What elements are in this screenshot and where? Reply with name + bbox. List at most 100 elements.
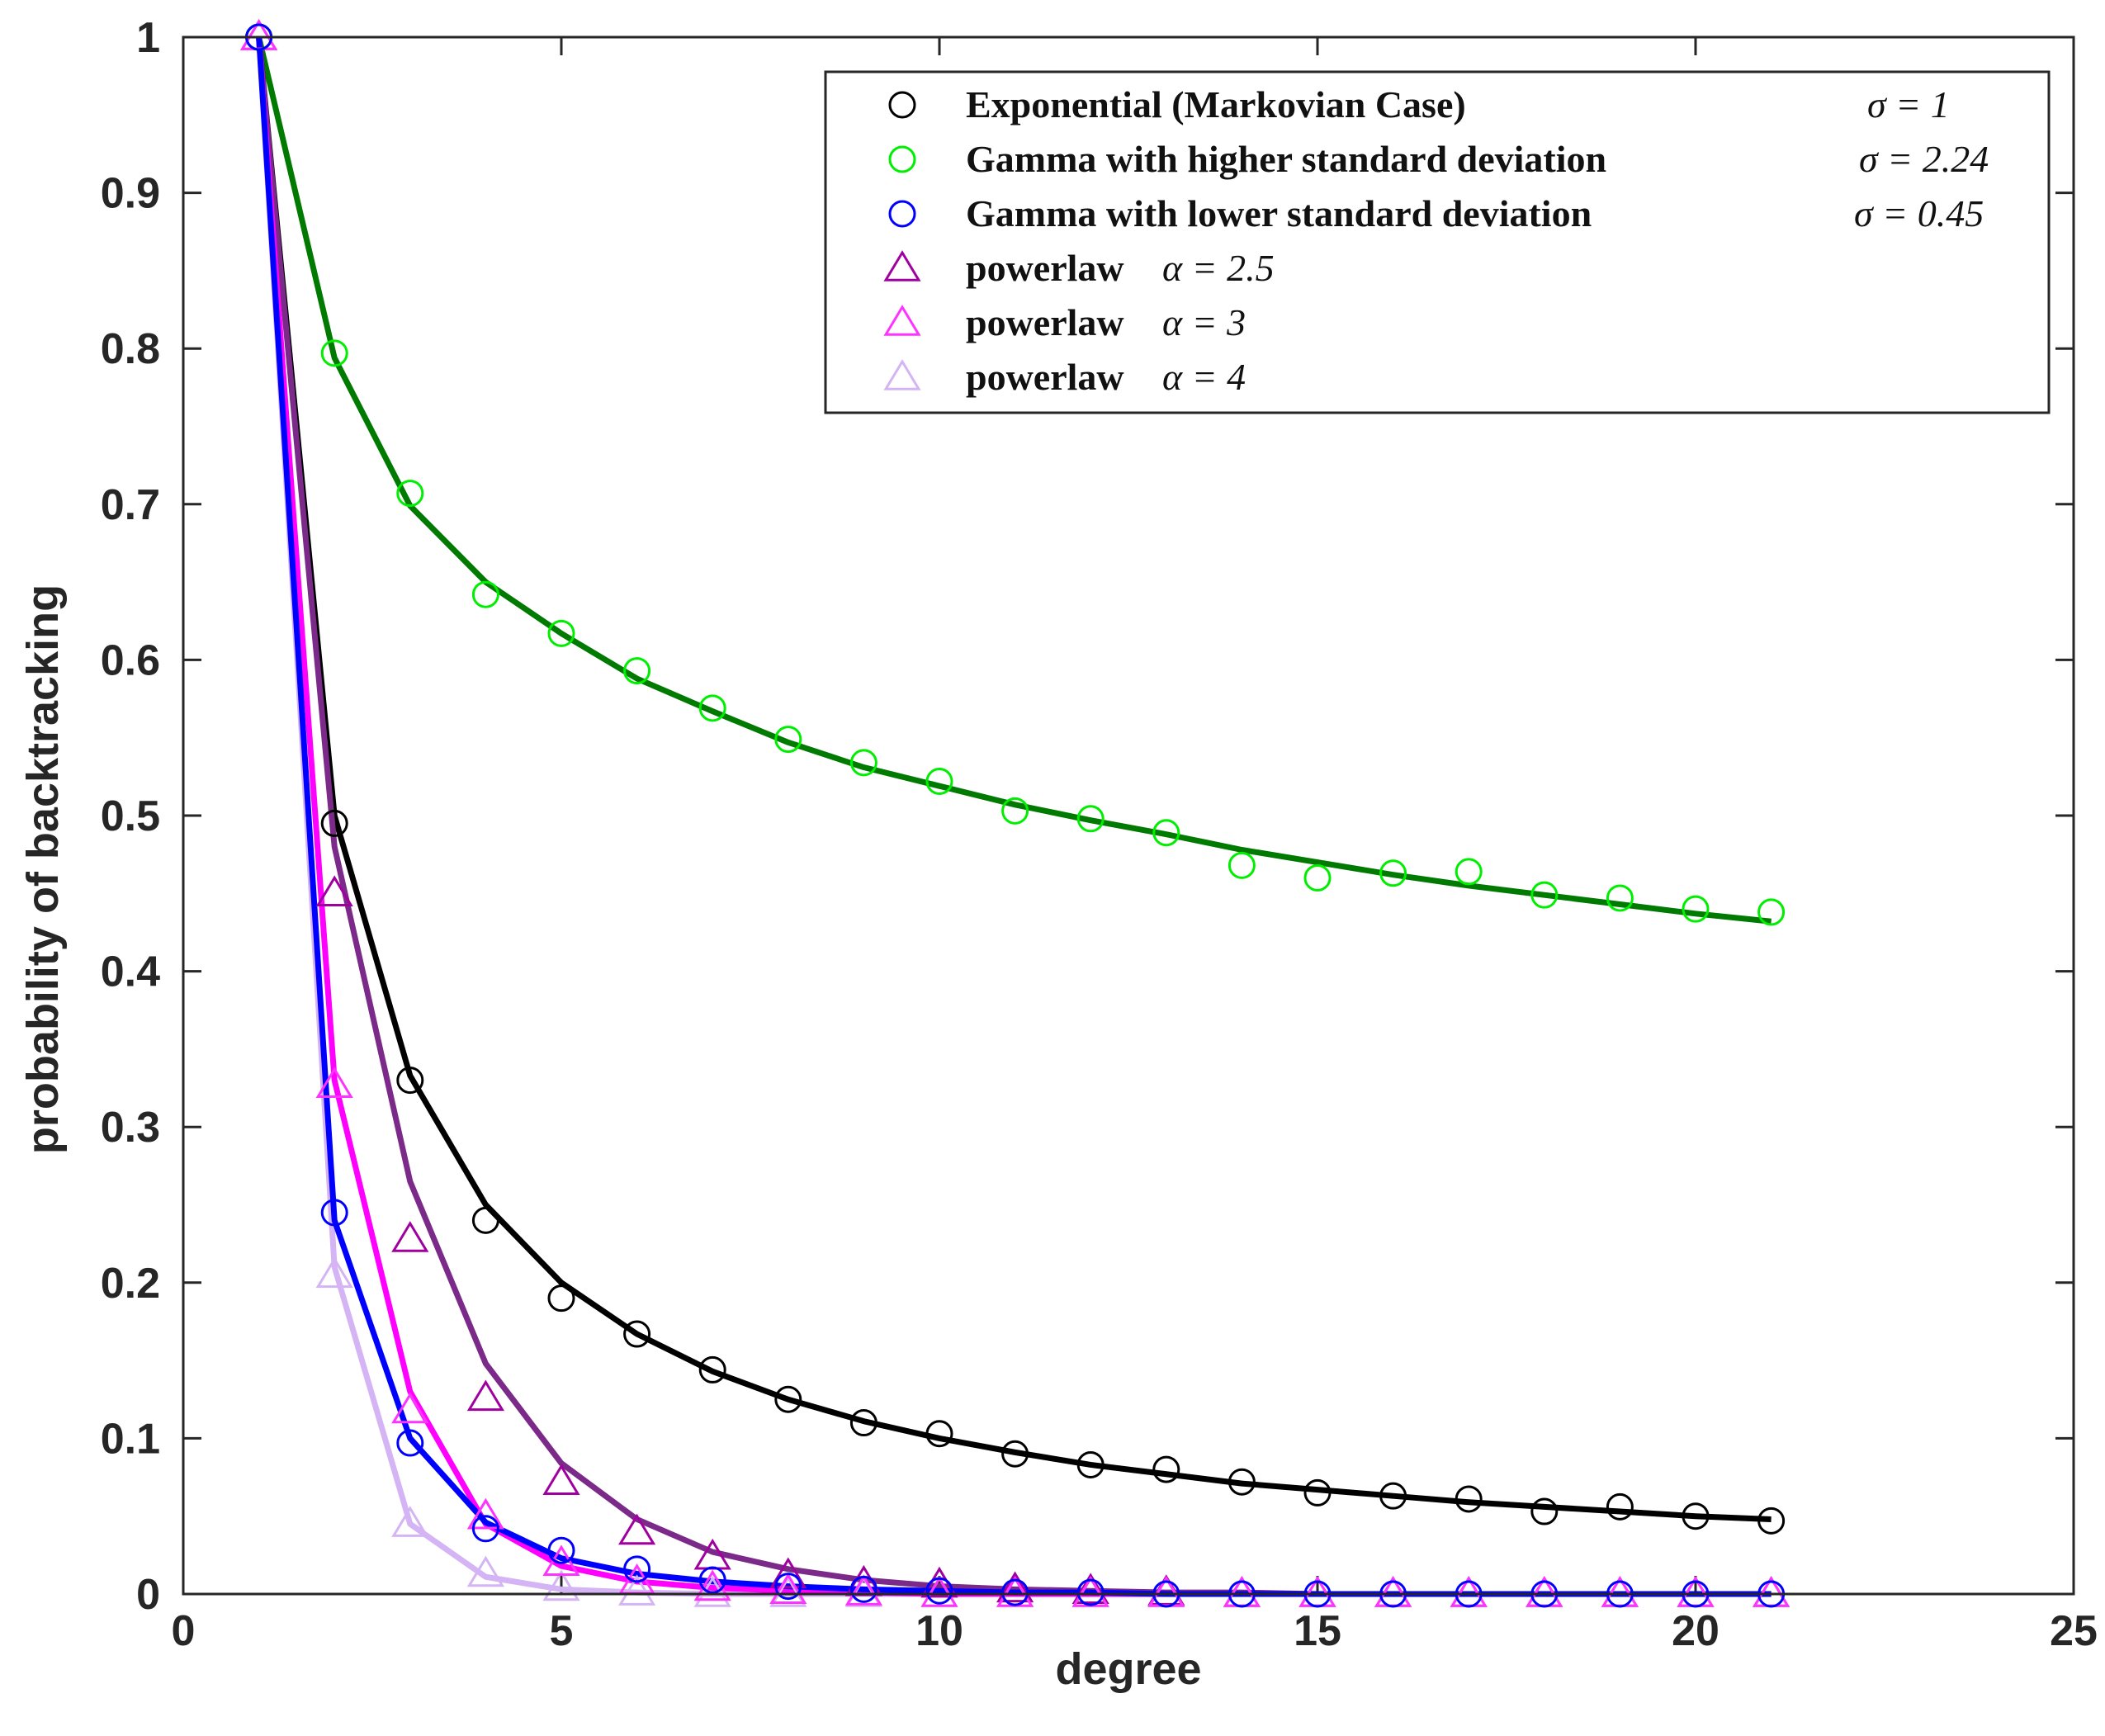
data-point-gamma-high	[623, 657, 651, 685]
y-tick-label: 0.6	[101, 636, 160, 684]
data-point-gamma-low	[774, 1573, 802, 1601]
data-point-gamma-low	[849, 1575, 877, 1603]
data-point-exponential	[1455, 1485, 1483, 1513]
legend-parameter: α = 4	[1162, 356, 1246, 398]
x-tick-label: 25	[2050, 1607, 2098, 1655]
data-point-gamma-high	[774, 726, 802, 754]
data-point-gamma-low	[1076, 1578, 1105, 1606]
data-point-gamma-high	[547, 619, 575, 647]
data-point-exponential	[1001, 1440, 1029, 1468]
data-point-gamma-high	[698, 694, 726, 722]
data-point-exponential	[774, 1385, 802, 1413]
legend-entry-gamma-low: Gamma with lower standard deviation σ = 0…	[888, 192, 1984, 234]
tick-labels: 0 5 10 15 20 25 0 0.1 0.2 0.3 0.4 0.5 0.6 0.7 0.8 0.9 1	[101, 14, 2098, 1655]
y-tick-label: 0	[136, 1571, 160, 1619]
data-point-powerlaw-3	[920, 1576, 958, 1607]
data-point-gamma-high	[471, 580, 499, 608]
data-point-gamma-high	[1455, 858, 1483, 886]
x-tick-label: 20	[1672, 1607, 1719, 1655]
data-point-gamma-high	[1606, 884, 1634, 912]
data-point-gamma-low	[320, 1199, 348, 1227]
data-point-powerlaw-4	[693, 1576, 731, 1607]
data-point-exponential	[1076, 1450, 1105, 1478]
legend-entry-powerlaw-3: powerlaw α = 3	[883, 301, 1246, 343]
data-point-powerlaw-25	[618, 1513, 656, 1545]
data-point-powerlaw-4	[315, 1256, 353, 1289]
data-point-gamma-low	[925, 1577, 953, 1605]
data-point-gamma-high	[925, 768, 953, 796]
legend-parameter: σ = 0.45	[1854, 192, 1984, 234]
data-point-exponential	[1530, 1497, 1559, 1526]
legend-marker-circle	[888, 200, 916, 228]
data-point-exponential	[623, 1320, 651, 1348]
data-point-gamma-low	[1001, 1578, 1029, 1606]
data-point-powerlaw-4	[618, 1574, 656, 1606]
legend-entry-gamma-high: Gamma with higher standard deviation σ = …	[888, 138, 1989, 180]
fit-line-gamma-high	[256, 36, 1772, 925]
data-point-exponential	[1682, 1502, 1710, 1530]
data-point-gamma-low	[698, 1566, 726, 1594]
data-point-gamma-low	[623, 1555, 651, 1583]
y-tick-label: 0.2	[101, 1260, 160, 1308]
data-point-exponential	[471, 1206, 499, 1234]
legend-marker-circle	[888, 91, 916, 119]
data-point-gamma-high	[1303, 863, 1332, 892]
data-point-exponential	[698, 1355, 726, 1384]
legend-parameter: σ = 1	[1867, 83, 1950, 125]
y-tick-label: 0.9	[101, 170, 160, 218]
data-point-exponential	[320, 809, 348, 837]
legend-label: Gamma with lower standard deviation	[966, 192, 1592, 234]
data-point-powerlaw-25	[315, 875, 353, 907]
data-point-exponential	[547, 1284, 575, 1313]
data-point-exponential	[925, 1420, 953, 1448]
data-point-powerlaw-3	[769, 1573, 807, 1604]
data-point-gamma-low	[471, 1515, 499, 1543]
legend-label: Exponential (Markovian Case)	[966, 83, 1466, 125]
series-gamma-high	[256, 36, 1772, 925]
data-point-powerlaw-25	[996, 1571, 1034, 1603]
data-point-powerlaw-3	[844, 1574, 882, 1606]
data-point-gamma-high	[1757, 898, 1786, 926]
data-point-powerlaw-4	[542, 1569, 580, 1601]
data-point-gamma-high	[1001, 797, 1029, 825]
y-axis-title: probability of backtracking	[18, 584, 68, 1154]
y-tick-label: 0.5	[101, 792, 160, 840]
data-point-gamma-high	[1379, 859, 1407, 887]
legend-label: Gamma with higher standard deviation	[966, 138, 1606, 180]
data-point-exponential	[396, 1067, 424, 1095]
data-point-gamma-high	[1682, 895, 1710, 923]
data-point-gamma-high	[1076, 805, 1105, 833]
legend-parameter: σ = 2.24	[1859, 138, 1989, 180]
legend: Exponential (Markovian Case) σ = 1 Gamma w…	[824, 70, 2051, 414]
data-point-exponential	[1379, 1482, 1407, 1510]
data-point-exponential	[849, 1409, 877, 1437]
legend-marker-triangle	[883, 305, 921, 336]
data-point-powerlaw-25	[391, 1221, 429, 1252]
legend-parameter: α = 2.5	[1162, 247, 1275, 289]
data-point-powerlaw-25	[466, 1379, 504, 1412]
data-point-gamma-high	[320, 339, 348, 367]
y-tick-label: 0.7	[101, 481, 160, 529]
data-point-powerlaw-4	[391, 1506, 429, 1537]
legend-entry-exponential: Exponential (Markovian Case) σ = 1	[888, 83, 1950, 125]
legend-parameter: α = 3	[1162, 301, 1246, 343]
data-point-gamma-high	[1152, 819, 1180, 847]
data-point-powerlaw-4	[769, 1576, 807, 1607]
data-point-powerlaw-3	[315, 1067, 353, 1099]
data-point-gamma-high	[396, 480, 424, 508]
legend-label: powerlaw	[966, 356, 1124, 398]
legend-label: powerlaw	[966, 301, 1124, 343]
legend-entry-powerlaw-4: powerlaw α = 4	[883, 356, 1246, 398]
legend-marker-triangle	[883, 359, 921, 390]
data-point-exponential	[1757, 1507, 1786, 1535]
legend-box	[824, 70, 2051, 414]
data-point-powerlaw-25	[769, 1557, 807, 1589]
data-point-gamma-high	[1530, 881, 1559, 909]
data-point-exponential	[1152, 1455, 1180, 1483]
data-point-powerlaw-25	[1071, 1573, 1109, 1604]
data-point-powerlaw-3	[693, 1569, 731, 1601]
y-tick-label: 0.8	[101, 325, 160, 373]
data-point-exponential	[1303, 1478, 1332, 1507]
y-tick-label: 1	[136, 14, 160, 62]
